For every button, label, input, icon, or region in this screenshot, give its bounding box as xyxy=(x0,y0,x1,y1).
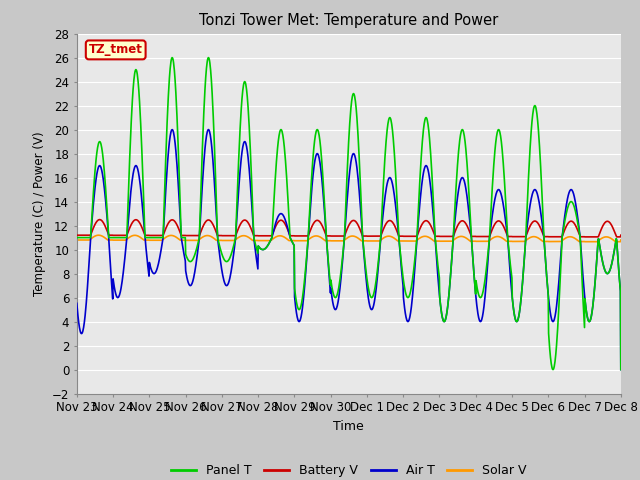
Title: Tonzi Tower Met: Temperature and Power: Tonzi Tower Met: Temperature and Power xyxy=(199,13,499,28)
Y-axis label: Temperature (C) / Power (V): Temperature (C) / Power (V) xyxy=(33,132,46,296)
Text: TZ_tmet: TZ_tmet xyxy=(89,43,143,56)
Legend: Panel T, Battery V, Air T, Solar V: Panel T, Battery V, Air T, Solar V xyxy=(166,459,531,480)
X-axis label: Time: Time xyxy=(333,420,364,433)
